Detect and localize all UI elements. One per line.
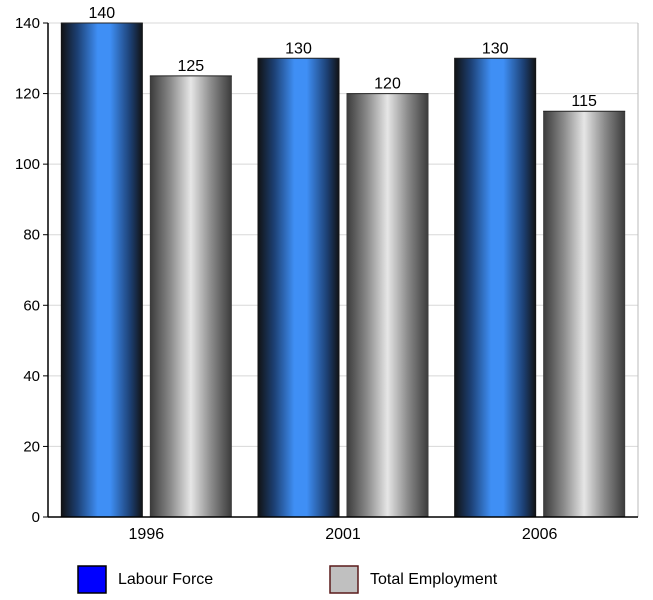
y-tick-label: 0: [32, 509, 40, 526]
y-tick-label: 20: [23, 438, 40, 455]
legend-label: Total Employment: [370, 571, 498, 588]
bar: [454, 58, 537, 518]
y-tick-label: 100: [15, 156, 40, 173]
x-tick-label: 2006: [522, 526, 558, 543]
data-label: 125: [177, 58, 204, 75]
y-tick-label: 140: [15, 15, 40, 32]
legend-label: Labour Force: [118, 571, 213, 588]
y-tick-label: 80: [23, 227, 40, 244]
x-tick-label: 1996: [129, 526, 165, 543]
y-tick-label: 40: [23, 368, 40, 385]
data-label: 130: [285, 40, 312, 57]
data-label: 120: [374, 76, 401, 93]
bar: [257, 58, 340, 518]
gridlines: [48, 22, 639, 517]
legend: Labour Force Total Employment: [77, 565, 498, 594]
data-label: 115: [571, 93, 597, 110]
labels: 0 20 40 60 80 100 120 140 140 130 130 125 120 115 1996…: [15, 5, 597, 543]
bar: [149, 75, 232, 517]
y-tick-label: 60: [23, 297, 40, 314]
legend-swatch: [329, 565, 359, 594]
bar: [346, 93, 429, 518]
bar: [60, 23, 143, 517]
data-label: 140: [88, 5, 115, 22]
bars: [60, 22, 626, 518]
data-label: 130: [482, 40, 509, 57]
x-tick-label: 2001: [325, 526, 361, 543]
legend-swatch: [77, 565, 107, 594]
axes: [43, 22, 638, 518]
y-tick-label: 120: [15, 86, 40, 103]
bar: [543, 111, 626, 517]
